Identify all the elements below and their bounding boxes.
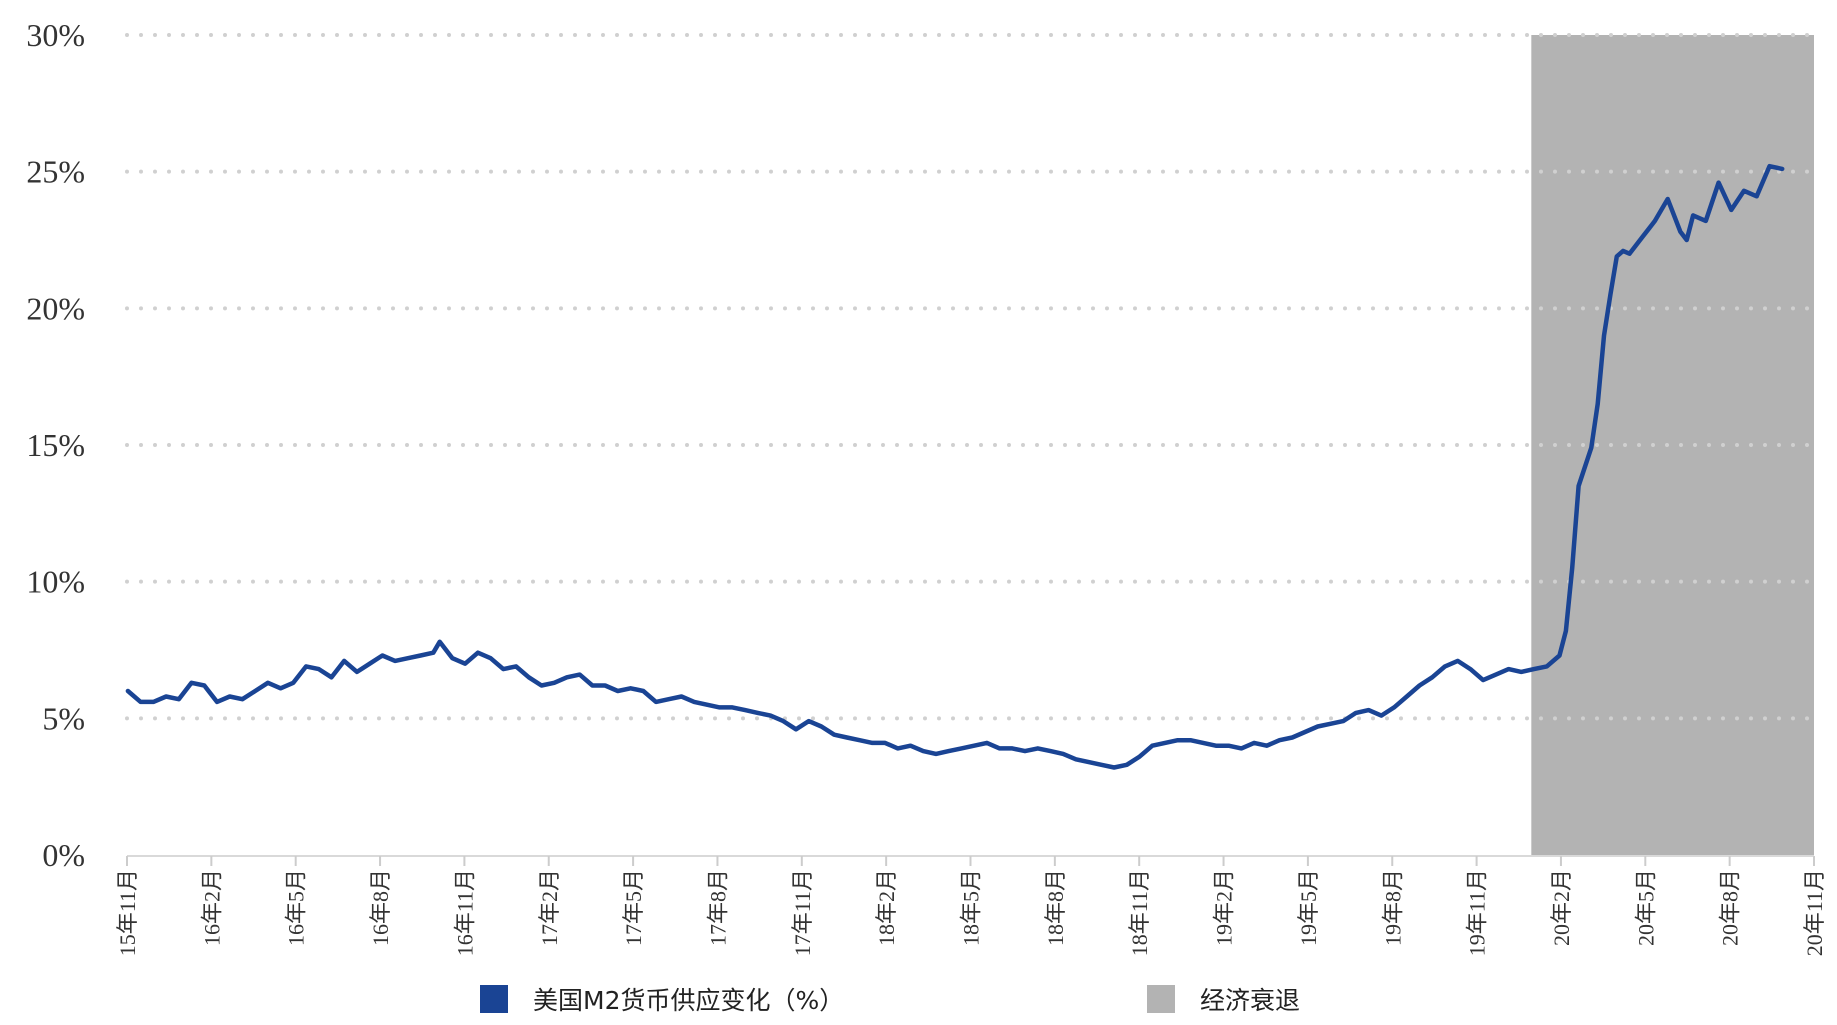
x-tick-label: 19年5月 bbox=[1296, 869, 1321, 946]
recession-shading-layer bbox=[1531, 35, 1814, 855]
y-tick-label: 0% bbox=[42, 837, 85, 873]
x-tick-label: 18年11月 bbox=[1127, 869, 1152, 956]
x-tick-label: 19年11月 bbox=[1465, 869, 1490, 956]
y-tick-label: 20% bbox=[26, 290, 85, 326]
y-tick-label: 25% bbox=[26, 154, 85, 190]
y-tick-label: 30% bbox=[26, 17, 85, 53]
x-tick-label: 15年11月 bbox=[115, 869, 140, 956]
series-line-layer bbox=[125, 163, 1785, 770]
x-tick-label: 17年2月 bbox=[537, 869, 562, 946]
gridline-layer bbox=[125, 33, 1816, 721]
series-line-m2 bbox=[125, 163, 1785, 770]
legend: 美国M2货币供应变化（%） 经济衰退 bbox=[480, 985, 1300, 1015]
legend-swatch-m2 bbox=[480, 985, 508, 1013]
x-tick-label: 18年5月 bbox=[959, 869, 984, 946]
x-tick-label: 18年2月 bbox=[874, 869, 899, 946]
x-tick-label: 20年8月 bbox=[1718, 869, 1743, 946]
x-tick-label: 17年8月 bbox=[705, 869, 730, 946]
y-tick-label: 5% bbox=[42, 700, 85, 736]
x-tick-label: 20年11月 bbox=[1802, 869, 1827, 956]
x-axis-ticks: 15年11月 16年2月 16年5月 16年8月 16年11月 17年2月 17年5月 17年… bbox=[115, 856, 1827, 956]
x-tick-label: 16年5月 bbox=[284, 869, 309, 946]
x-tick-label: 16年8月 bbox=[368, 869, 393, 946]
x-tick-label: 16年11月 bbox=[452, 869, 477, 956]
x-tick-label: 18年8月 bbox=[1043, 869, 1068, 946]
x-tick-label: 17年5月 bbox=[621, 869, 646, 946]
x-tick-label: 19年2月 bbox=[1212, 869, 1237, 946]
x-tick-label: 20年5月 bbox=[1633, 869, 1658, 946]
legend-swatch-recession bbox=[1147, 985, 1175, 1013]
y-axis-ticks: 0% 5% 10% 15% 20% 25% 30% bbox=[26, 17, 85, 873]
recession-shade bbox=[1531, 35, 1814, 855]
y-tick-label: 15% bbox=[26, 427, 85, 463]
y-tick-label: 10% bbox=[26, 564, 85, 600]
x-tick-label: 17年11月 bbox=[790, 869, 815, 956]
legend-label-m2: 美国M2货币供应变化（%） bbox=[533, 986, 844, 1015]
x-tick-label: 20年2月 bbox=[1549, 869, 1574, 946]
x-tick-label: 16年2月 bbox=[199, 869, 224, 946]
legend-label-recession: 经济衰退 bbox=[1200, 986, 1300, 1015]
x-tick-label: 19年8月 bbox=[1380, 869, 1405, 946]
